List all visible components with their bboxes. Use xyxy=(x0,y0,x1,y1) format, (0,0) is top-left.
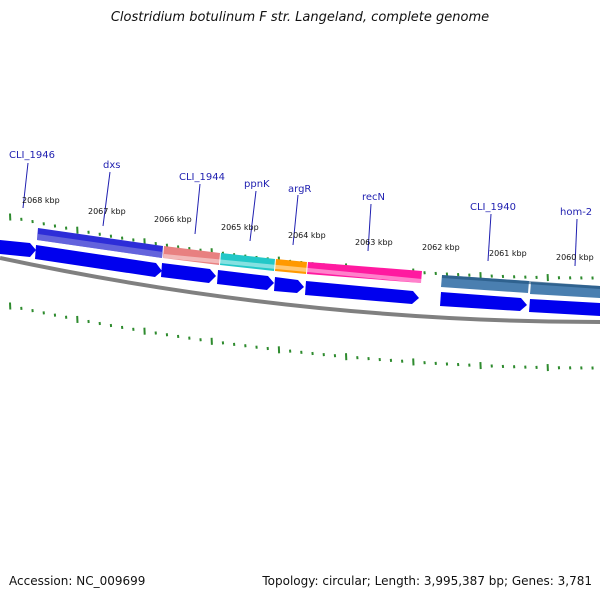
leader-line xyxy=(249,190,257,242)
leader-line xyxy=(102,171,111,227)
kbp-label: 2067 kbp xyxy=(88,207,126,216)
genome-summary-text: Topology: circular; Length: 3,995,387 bp… xyxy=(262,574,592,588)
kbp-label: 2063 kbp xyxy=(355,238,393,247)
leader-line xyxy=(367,203,372,252)
kbp-label: 2062 kbp xyxy=(422,243,460,252)
genome-backbone xyxy=(0,256,600,324)
cds-arrow xyxy=(161,263,216,283)
kbp-label: 2064 kbp xyxy=(288,231,326,240)
gene-label: ppnK xyxy=(244,179,270,190)
gene-label: CLI_1944 xyxy=(179,172,225,183)
cds-arrow xyxy=(274,277,304,293)
feature-band-dark-edge xyxy=(442,275,600,289)
cds-arrow xyxy=(217,270,274,290)
feature-band-shadow xyxy=(163,254,422,283)
kbp-label: 2068 kbp xyxy=(22,196,60,205)
feature-band-gradient xyxy=(37,234,163,258)
cds-arrow-track xyxy=(0,240,600,316)
cds-arrow xyxy=(305,281,419,304)
kbp-label: 2066 kbp xyxy=(154,215,192,224)
gene-label: CLI_1940 xyxy=(470,202,516,213)
leader-line xyxy=(194,183,201,235)
gene-leader-lines xyxy=(22,162,578,267)
accession-text: Accession: NC_009699 xyxy=(9,574,146,588)
cds-arrow xyxy=(529,299,600,316)
feature-band xyxy=(163,246,220,265)
gene-labels: CLI_1946 dxs CLI_1944 ppnK argR recN CLI… xyxy=(9,150,592,218)
cds-arrow xyxy=(0,240,36,257)
gene-label: CLI_1946 xyxy=(9,150,55,161)
cds-arrow xyxy=(35,245,162,277)
gene-label: recN xyxy=(362,192,385,203)
leader-line xyxy=(487,213,492,262)
kbp-label: 2060 kbp xyxy=(556,253,594,262)
scale-labels: 2068 kbp 2067 kbp 2066 kbp 2065 kbp 2064… xyxy=(22,196,594,262)
kbp-label: 2061 kbp xyxy=(489,249,527,258)
outer-tick-marks xyxy=(9,213,594,282)
gene-label: dxs xyxy=(103,160,120,171)
feature-band xyxy=(441,275,529,293)
kbp-label: 2065 kbp xyxy=(221,223,259,232)
feature-band xyxy=(275,259,307,274)
cds-arrow xyxy=(440,292,527,311)
feature-band xyxy=(220,253,275,271)
feature-band-track xyxy=(37,228,600,298)
leader-line xyxy=(574,218,578,267)
gene-label: argR xyxy=(288,184,311,195)
feature-band xyxy=(307,262,422,283)
inner-tick-marks xyxy=(9,302,594,372)
gene-label: hom-2 xyxy=(560,207,592,218)
leader-line xyxy=(292,194,299,246)
map-title: Clostridium botulinum F str. Langeland, … xyxy=(110,10,490,25)
leader-line xyxy=(22,162,29,209)
